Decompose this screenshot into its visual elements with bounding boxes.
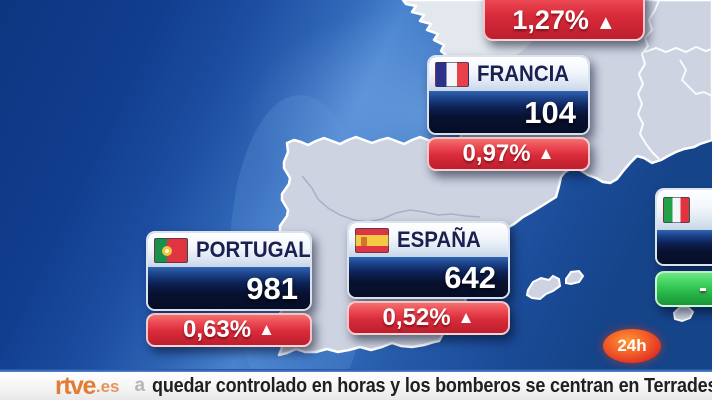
percent-value: 0,97% — [462, 140, 531, 167]
country-card-partial-top: 1,27% ▲ — [483, 0, 645, 41]
up-arrow-icon: ▲ — [595, 12, 616, 34]
card-header: FRANCIA — [429, 57, 588, 91]
island-sardinia-tip — [672, 306, 695, 323]
card-body: ESPAÑA 642 — [347, 221, 510, 299]
italy-flag-icon — [663, 197, 690, 223]
country-card-francia: FRANCIA 104 0,97% ▲ — [427, 55, 590, 171]
percent-banner: 0,97% ▲ — [427, 137, 590, 171]
spain-flag-icon — [355, 227, 389, 253]
rtve-logo: rtve — [55, 372, 96, 400]
card-body: PORTUGAL 981 — [146, 231, 312, 311]
channel-24h-badge: 24h — [603, 329, 661, 363]
value-row: 981 — [148, 267, 310, 309]
card-body: FRANCIA 104 — [427, 55, 590, 135]
up-arrow-icon: ▲ — [537, 143, 555, 163]
country-name: PORTUGAL — [196, 237, 311, 262]
country-name: FRANCIA — [477, 61, 570, 86]
island-menorca — [565, 269, 585, 286]
country-card-italia: ITALIA - — [655, 188, 712, 307]
card-header: PORTUGAL — [148, 233, 310, 267]
card-header: ESPAÑA — [349, 223, 508, 257]
risk-premium-value: 642 — [444, 259, 496, 295]
value-row: 104 — [429, 91, 588, 133]
percent-banner: 1,27% ▲ — [483, 0, 645, 41]
risk-premium-value: 104 — [524, 94, 576, 130]
risk-premium-value: 981 — [246, 270, 298, 306]
rtve-logo-domain: .es — [95, 376, 120, 396]
percent-value-partial: - — [699, 275, 707, 302]
percent-value: 1,27% — [512, 5, 589, 35]
map-bottom-edge — [0, 369, 712, 372]
value-row: 642 — [349, 257, 508, 297]
country-card-portugal: PORTUGAL 981 0,63% ▲ — [146, 231, 312, 347]
border-iberia-faint — [301, 175, 481, 223]
percent-banner: 0,63% ▲ — [146, 313, 312, 347]
percent-value: 0,52% — [382, 304, 451, 331]
border-alps-south — [679, 59, 712, 97]
country-card-espana: ESPAÑA 642 0,52% ▲ — [347, 221, 510, 335]
up-arrow-icon: ▲ — [258, 319, 275, 339]
france-flag-icon — [435, 61, 469, 87]
percent-banner-negative: - — [655, 271, 712, 307]
border-alps-north — [644, 45, 712, 54]
island-mallorca — [525, 274, 562, 301]
up-arrow-icon: ▲ — [457, 307, 475, 327]
value-row — [657, 230, 712, 264]
card-header: ITALIA — [657, 190, 712, 230]
border-france-east — [636, 0, 660, 160]
country-name: ESPAÑA — [397, 227, 481, 252]
ticker-lead-fragment: a — [134, 375, 146, 396]
percent-value: 0,63% — [183, 316, 252, 343]
news-ticker-bar: rtve .es a quedar controlado en horas y … — [0, 372, 712, 400]
card-body: ITALIA — [655, 188, 712, 266]
percent-banner: 0,52% ▲ — [347, 301, 510, 335]
portugal-flag-icon — [154, 237, 188, 263]
ticker-headline: quedar controlado en horas y los bombero… — [152, 374, 712, 397]
badge-label: 24h — [617, 336, 647, 355]
